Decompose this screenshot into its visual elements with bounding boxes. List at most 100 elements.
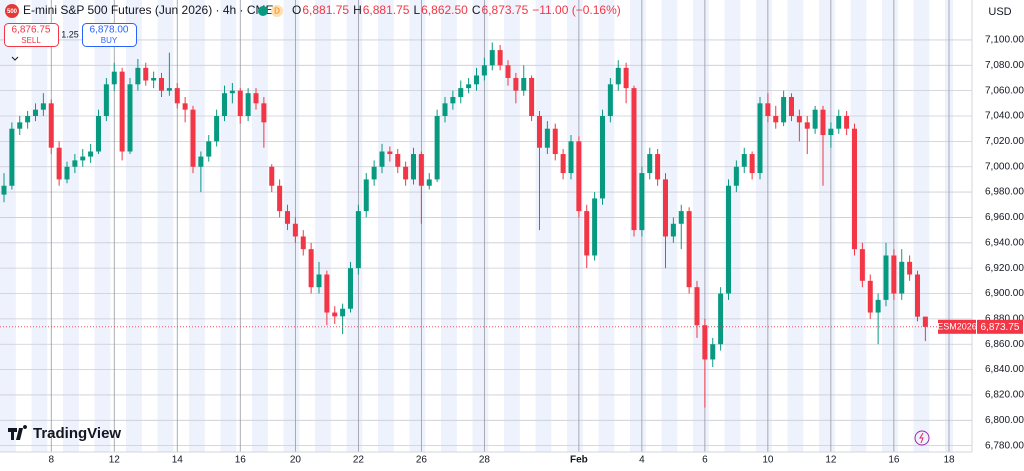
y-tick-label: 7,040.00 bbox=[985, 111, 1024, 122]
symbol-tag-text: ESM2026 bbox=[937, 322, 977, 332]
y-tick-label: 6,940.00 bbox=[985, 237, 1024, 248]
candle-body bbox=[560, 154, 566, 174]
x-tick-label: 6 bbox=[702, 455, 708, 466]
ohlc-value: 6,881.75 bbox=[363, 3, 410, 17]
x-tick-label: Feb bbox=[570, 455, 588, 466]
candle-body bbox=[80, 156, 86, 161]
y-tick-label: 7,100.00 bbox=[985, 35, 1024, 46]
candle-body bbox=[789, 96, 794, 117]
candle-body bbox=[72, 160, 78, 167]
candle-body bbox=[348, 268, 353, 309]
session-band bbox=[472, 0, 481, 452]
session-band bbox=[259, 0, 268, 452]
candle-body bbox=[828, 128, 834, 136]
candle-body bbox=[781, 96, 787, 123]
y-tick-label: 6,960.00 bbox=[985, 212, 1024, 223]
candle-body bbox=[466, 84, 472, 89]
candle-body bbox=[450, 96, 456, 104]
candle-body bbox=[96, 116, 101, 152]
x-tick-label: 12 bbox=[825, 455, 837, 466]
y-tick-label: 6,880.00 bbox=[985, 314, 1024, 325]
candle-body bbox=[733, 166, 739, 186]
candles bbox=[1, 42, 928, 408]
candle-body bbox=[686, 211, 692, 288]
candle-body bbox=[726, 185, 731, 294]
candle-body bbox=[474, 75, 479, 85]
spread: 1.25 bbox=[61, 29, 79, 39]
alert-bolt bbox=[919, 432, 924, 444]
candle-body bbox=[891, 255, 897, 294]
session-band bbox=[252, 0, 260, 452]
candle-body bbox=[434, 116, 440, 180]
y-tick-label: 7,060.00 bbox=[985, 85, 1024, 96]
session-band bbox=[732, 0, 741, 452]
candle-body bbox=[159, 77, 164, 91]
candle-body bbox=[639, 173, 645, 231]
ohlc-value: 6,862.50 bbox=[421, 3, 468, 17]
candle-body bbox=[663, 179, 668, 237]
session-band bbox=[543, 0, 552, 452]
background bbox=[0, 0, 953, 452]
x-tick-label: 12 bbox=[109, 455, 121, 466]
candle-body bbox=[206, 141, 212, 157]
candle-body bbox=[497, 50, 503, 66]
candle-body bbox=[56, 147, 62, 180]
candle-body bbox=[804, 122, 810, 129]
candle-body bbox=[749, 154, 755, 174]
x-tick-label: 18 bbox=[943, 455, 955, 466]
candle-body bbox=[64, 166, 70, 180]
sell-label: SELL bbox=[21, 36, 41, 45]
session-band bbox=[385, 0, 394, 452]
symbol-badge[interactable] bbox=[5, 4, 19, 18]
session-band bbox=[504, 0, 512, 452]
ohlc-value: 6,881.75 bbox=[302, 3, 349, 17]
buy-button[interactable] bbox=[82, 23, 137, 47]
session-band bbox=[133, 0, 142, 452]
candle-body bbox=[867, 280, 873, 313]
candle-body bbox=[812, 109, 818, 129]
candle-body bbox=[442, 103, 448, 117]
session-band bbox=[315, 0, 323, 452]
candle-body bbox=[710, 344, 716, 360]
price-axis bbox=[972, 0, 1024, 466]
axes: 6,780.00 6,800.00 6,820.00 6,840.00 6,860.00… bbox=[0, 35, 1024, 466]
x-tick-label: 8 bbox=[48, 455, 54, 466]
ohlc-key: O bbox=[292, 3, 301, 17]
y-tick-label: 6,800.00 bbox=[985, 415, 1024, 426]
session-band bbox=[94, 0, 103, 452]
candle-body bbox=[796, 116, 802, 123]
collapse-icon[interactable] bbox=[11, 56, 19, 61]
ohlc: O 6,881.75 H 6,881.75 L 6,862.50 C 6,873.75 −11.… bbox=[292, 3, 621, 17]
candle-body bbox=[899, 261, 905, 294]
candle-body bbox=[537, 116, 542, 148]
candle-body bbox=[182, 103, 188, 110]
session-band bbox=[882, 0, 890, 452]
candle-body bbox=[600, 116, 605, 199]
symbol-title[interactable]: E-mini S&P 500 Futures (Jun 2026) · 4h ·… bbox=[23, 3, 274, 17]
x-tick-label: 4 bbox=[639, 455, 645, 466]
candle-body bbox=[765, 103, 771, 117]
candle-body bbox=[741, 154, 747, 167]
y-tick-label: 6,820.00 bbox=[985, 390, 1024, 401]
candle-body bbox=[198, 156, 204, 167]
candle-body bbox=[324, 274, 330, 313]
sell-button[interactable] bbox=[4, 23, 59, 47]
candle-body bbox=[678, 211, 684, 224]
candle-body bbox=[300, 236, 306, 250]
session-band bbox=[157, 0, 166, 452]
candle-body bbox=[245, 93, 251, 117]
alert-icon[interactable] bbox=[914, 430, 930, 446]
candle-body bbox=[915, 274, 920, 317]
ohlc-key: H bbox=[353, 3, 362, 17]
buy-label: BUY bbox=[101, 36, 118, 45]
candle-body bbox=[552, 128, 558, 155]
candle-body bbox=[489, 50, 495, 66]
session-band bbox=[756, 0, 764, 452]
session-band bbox=[448, 0, 457, 452]
session-band bbox=[819, 0, 827, 452]
candle-body bbox=[340, 308, 346, 317]
session-band bbox=[228, 0, 237, 452]
candle-body bbox=[33, 109, 38, 117]
ohlc-value: 6,873.75 bbox=[482, 3, 529, 17]
